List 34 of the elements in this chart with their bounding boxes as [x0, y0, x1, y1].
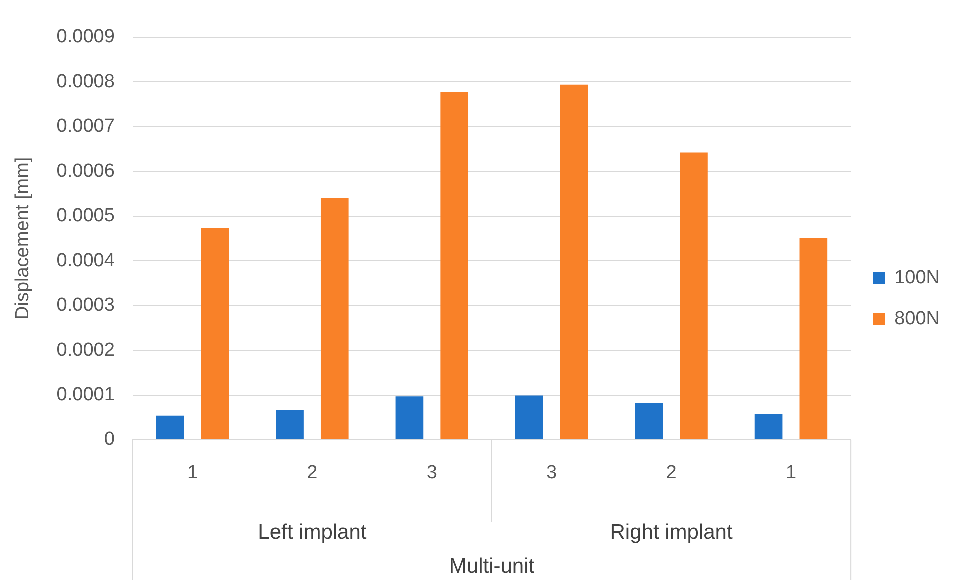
- bar: [396, 396, 424, 440]
- legend-label: 800N: [894, 308, 940, 330]
- x-tick-label: 2: [666, 462, 677, 484]
- y-axis-title: Displacement [mm]: [12, 157, 34, 320]
- y-tick-label: 0: [104, 429, 115, 450]
- bar: [515, 396, 544, 440]
- bar: [680, 152, 708, 440]
- x-tick-label: 1: [786, 462, 797, 484]
- bar: [440, 92, 469, 440]
- bar: [754, 414, 783, 440]
- y-tick-label: 0.0001: [56, 384, 115, 406]
- x-tick-label: 3: [546, 462, 558, 484]
- text: Left implant: [258, 520, 367, 544]
- bar: [560, 84, 588, 440]
- y-tick-label: 0.0007: [56, 116, 115, 138]
- legend-label: 100N: [894, 268, 940, 289]
- y-tick-label: 0.0002: [56, 340, 115, 361]
- bar: [635, 403, 664, 440]
- text: Right implant: [610, 520, 733, 544]
- y-tick-label: 0.0004: [56, 250, 116, 272]
- y-tick-label: 0.0006: [56, 160, 115, 182]
- x-tick-label: 3: [426, 462, 438, 484]
- y-tick-label: 0.0009: [56, 26, 115, 48]
- y-tick-label: 0.0008: [56, 71, 115, 92]
- y-tick-label: 0.0003: [56, 295, 115, 316]
- y-tick-label: 0.0005: [56, 206, 115, 227]
- bar: [201, 228, 230, 440]
- bar: [800, 238, 828, 440]
- bar: [156, 416, 184, 440]
- bar: [276, 410, 304, 440]
- bar: [320, 198, 349, 440]
- x-tick-label: 1: [187, 462, 198, 484]
- x-tick-label: 2: [307, 462, 318, 484]
- x-axis-title: Multi-unit: [449, 555, 535, 578]
